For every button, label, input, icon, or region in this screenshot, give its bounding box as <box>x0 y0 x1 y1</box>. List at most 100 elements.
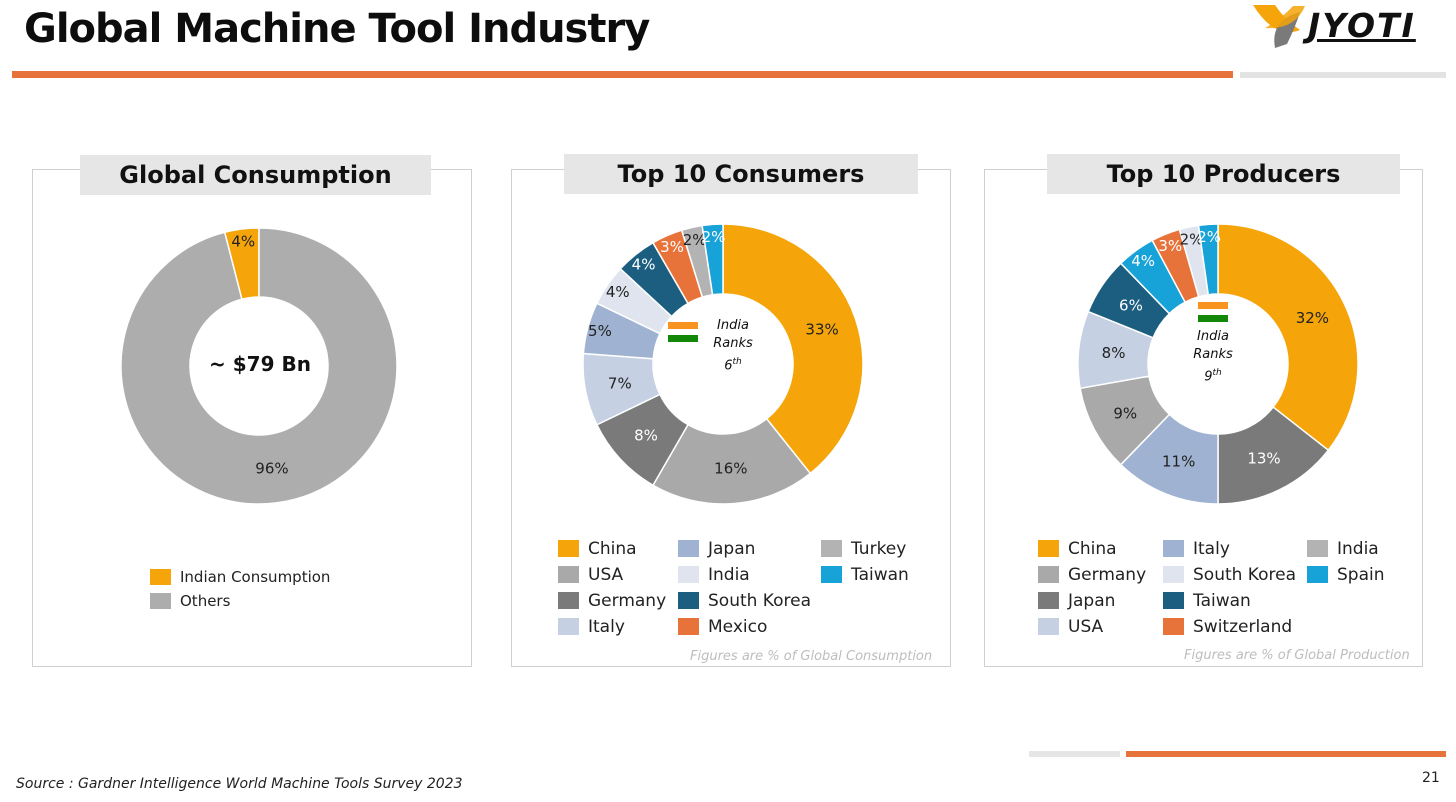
legend-label: Japan <box>708 539 756 559</box>
legend-item: South Korea <box>678 590 811 612</box>
legend-label: Others <box>180 592 231 610</box>
legend-swatch-icon <box>1307 566 1328 583</box>
donut-chart-top-producers: 32%13%11%9%8%6%4%3%2%2% <box>1077 223 1359 505</box>
pie-slice-china <box>1217 223 1359 452</box>
rank-suffix: th <box>1212 368 1222 378</box>
chart-center-value: ~ $79 Bn <box>209 352 311 376</box>
legend-item: China <box>1038 538 1117 560</box>
legend-swatch-icon <box>558 618 579 635</box>
legend-label: South Korea <box>1193 565 1297 585</box>
data-label: 11% <box>1162 452 1195 470</box>
legend-label: Japan <box>1068 591 1116 611</box>
rank-line: India <box>1197 329 1229 344</box>
india-rank-producers: India Ranks 9th <box>1173 328 1253 386</box>
legend-item: USA <box>1038 616 1103 638</box>
legend-item: Taiwan <box>821 564 909 586</box>
rank-number: 6 <box>724 358 733 374</box>
donut-chart-top-consumers: 33%16%8%7%5%4%4%3%2%2% <box>582 223 864 505</box>
legend-item: India <box>1307 538 1379 560</box>
legend-swatch-icon <box>1038 618 1059 635</box>
india-flag-icon <box>1198 302 1228 322</box>
legend-item: Germany <box>558 590 666 612</box>
title-underline <box>12 71 1233 78</box>
legend-swatch-icon <box>558 592 579 609</box>
rank-suffix: th <box>732 357 742 367</box>
legend-swatch-icon <box>1307 540 1328 557</box>
data-label: 2% <box>1197 228 1221 246</box>
data-label: 2% <box>702 228 726 246</box>
legend-item: Japan <box>1038 590 1115 612</box>
data-label: 96% <box>255 460 288 478</box>
legend-label: China <box>1068 539 1117 559</box>
legend-label: Switzerland <box>1193 617 1293 637</box>
data-label: 6% <box>1119 296 1143 314</box>
legend-label: Germany <box>1068 565 1147 585</box>
legend-swatch-icon <box>678 618 699 635</box>
legend-swatch-icon <box>1038 566 1059 583</box>
legend-item: Italy <box>1163 538 1230 560</box>
rank-line: Ranks <box>713 336 753 351</box>
legend-swatch-icon <box>150 569 171 585</box>
legend-item: Mexico <box>678 616 767 638</box>
legend-swatch-icon <box>821 566 842 583</box>
legend-swatch-icon <box>558 566 579 583</box>
legend-label: Germany <box>588 591 667 611</box>
title-underline-grey <box>1240 72 1446 78</box>
legend-label: China <box>588 539 637 559</box>
legend-swatch-icon <box>1163 592 1184 609</box>
data-label: 8% <box>634 426 658 444</box>
data-label: 3% <box>660 238 684 256</box>
legend-label: India <box>1337 539 1379 559</box>
legend-item: USA <box>558 564 623 586</box>
data-label: 16% <box>714 460 747 478</box>
legend-label: USA <box>588 565 624 585</box>
pie-slice-china <box>722 223 864 475</box>
rank-number: 9 <box>1204 369 1213 385</box>
data-label: 13% <box>1247 449 1280 467</box>
legend-item: Japan <box>678 538 755 560</box>
data-label: 2% <box>683 231 707 249</box>
legend-label: India <box>708 565 750 585</box>
legend-label: Spain <box>1337 565 1385 585</box>
data-label: 9% <box>1113 404 1137 422</box>
footer-rule-grey <box>1029 751 1120 757</box>
legend-item: Spain <box>1307 564 1385 586</box>
legend-swatch-icon <box>1038 592 1059 609</box>
panel-title-top-consumers: Top 10 Consumers <box>564 154 918 194</box>
donut-chart-global-consumption: 4% 96% <box>120 227 398 505</box>
panel-title-global-consumption: Global Consumption <box>80 155 431 195</box>
pie-slice-others <box>120 227 398 505</box>
page-number: 21 <box>1422 770 1440 786</box>
panel-title-top-producers: Top 10 Producers <box>1047 154 1400 194</box>
legend-label: USA <box>1068 617 1104 637</box>
legend-swatch-icon <box>150 593 171 609</box>
data-label: 4% <box>231 232 255 250</box>
legend-label: Taiwan <box>851 565 909 585</box>
legend-swatch-icon <box>1163 566 1184 583</box>
chart-note-consumers: Figures are % of Global Consumption <box>690 649 933 664</box>
india-flag-icon <box>668 322 698 342</box>
source-note: Source : Gardner Intelligence World Mach… <box>16 776 463 792</box>
legend-swatch-icon <box>678 540 699 557</box>
brand-logo-icon <box>1253 5 1305 48</box>
pie-slice-spain <box>1197 223 1219 296</box>
legend-label: Italy <box>1193 539 1230 559</box>
legend-label: South Korea <box>708 591 812 611</box>
legend-swatch-icon <box>558 540 579 557</box>
data-label: 4% <box>606 283 630 301</box>
legend-swatch-icon <box>1163 618 1184 635</box>
data-label: 2% <box>1180 230 1204 248</box>
data-label: 4% <box>632 255 656 273</box>
data-label: 5% <box>588 322 612 340</box>
legend-label: Italy <box>588 617 625 637</box>
data-label: 33% <box>805 320 838 338</box>
legend-swatch-icon <box>678 592 699 609</box>
legend-item: China <box>558 538 637 560</box>
legend-swatch-icon <box>1038 540 1059 557</box>
legend-swatch-icon <box>821 540 842 557</box>
legend-item: Switzerland <box>1163 616 1292 638</box>
legend-label: Mexico <box>708 617 768 637</box>
pie-slice-taiwan <box>701 223 724 296</box>
legend-item: Turkey <box>821 538 906 560</box>
rank-line: Ranks <box>1193 347 1233 362</box>
